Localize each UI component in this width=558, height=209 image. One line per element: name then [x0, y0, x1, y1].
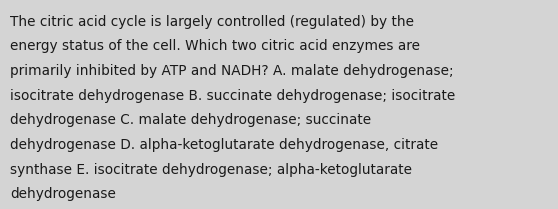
Text: synthase E. isocitrate dehydrogenase; alpha-ketoglutarate: synthase E. isocitrate dehydrogenase; al… — [10, 163, 412, 177]
Text: The citric acid cycle is largely controlled (regulated) by the: The citric acid cycle is largely control… — [10, 15, 414, 29]
Text: dehydrogenase: dehydrogenase — [10, 187, 116, 201]
Text: dehydrogenase C. malate dehydrogenase; succinate: dehydrogenase C. malate dehydrogenase; s… — [10, 113, 371, 127]
Text: dehydrogenase D. alpha-ketoglutarate dehydrogenase, citrate: dehydrogenase D. alpha-ketoglutarate deh… — [10, 138, 438, 152]
Text: isocitrate dehydrogenase B. succinate dehydrogenase; isocitrate: isocitrate dehydrogenase B. succinate de… — [10, 89, 455, 103]
Text: energy status of the cell. Which two citric acid enzymes are: energy status of the cell. Which two cit… — [10, 39, 420, 53]
Text: primarily inhibited by ATP and NADH? A. malate dehydrogenase;: primarily inhibited by ATP and NADH? A. … — [10, 64, 454, 78]
